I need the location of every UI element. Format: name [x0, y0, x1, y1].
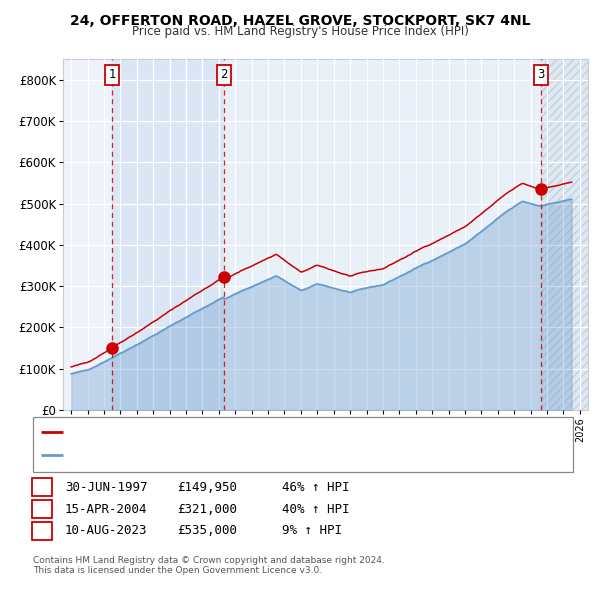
Text: HPI: Average price, detached house, Stockport: HPI: Average price, detached house, Stoc…	[68, 450, 311, 460]
Text: £535,000: £535,000	[177, 525, 237, 537]
Text: 3: 3	[537, 68, 544, 81]
Text: 1: 1	[109, 68, 116, 81]
Text: 2: 2	[220, 68, 227, 81]
Text: 9% ↑ HPI: 9% ↑ HPI	[282, 525, 342, 537]
Text: 24, OFFERTON ROAD, HAZEL GROVE, STOCKPORT, SK7 4NL: 24, OFFERTON ROAD, HAZEL GROVE, STOCKPOR…	[70, 14, 530, 28]
Text: Price paid vs. HM Land Registry's House Price Index (HPI): Price paid vs. HM Land Registry's House …	[131, 25, 469, 38]
Text: 30-JUN-1997: 30-JUN-1997	[65, 481, 148, 494]
Bar	[224, 59, 541, 410]
Text: 1: 1	[38, 481, 46, 494]
Text: 15-APR-2004: 15-APR-2004	[65, 503, 148, 516]
Text: 46% ↑ HPI: 46% ↑ HPI	[282, 481, 349, 494]
Text: 2: 2	[38, 503, 46, 516]
Text: Contains HM Land Registry data © Crown copyright and database right 2024.
This d: Contains HM Land Registry data © Crown c…	[33, 556, 385, 575]
Bar	[541, 59, 588, 410]
Bar	[541, 59, 588, 410]
Text: £149,950: £149,950	[177, 481, 237, 494]
Text: 10-AUG-2023: 10-AUG-2023	[65, 525, 148, 537]
Bar	[112, 59, 224, 410]
Text: 40% ↑ HPI: 40% ↑ HPI	[282, 503, 349, 516]
Text: £321,000: £321,000	[177, 503, 237, 516]
Text: 24, OFFERTON ROAD, HAZEL GROVE, STOCKPORT, SK7 4NL (detached house): 24, OFFERTON ROAD, HAZEL GROVE, STOCKPOR…	[68, 427, 472, 437]
Text: 3: 3	[38, 525, 46, 537]
